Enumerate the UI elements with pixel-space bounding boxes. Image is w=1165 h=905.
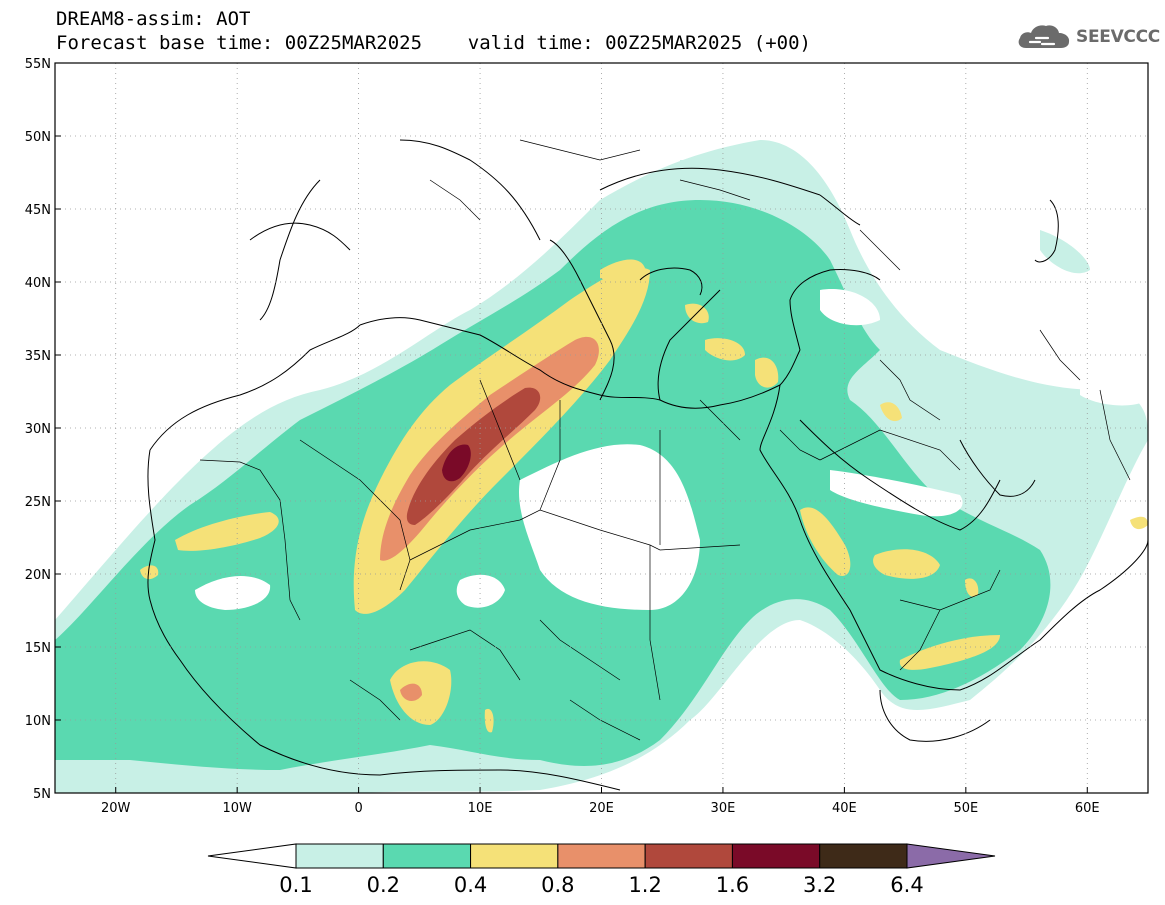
colorbar-segment [644, 843, 733, 869]
lat-tick-label: 45N [25, 203, 51, 218]
logo-text: SEEVCCC [1076, 27, 1160, 47]
colorbar-segment [382, 843, 472, 869]
lat-tick-label: 15N [25, 641, 51, 656]
colorbar: 0.1 0.2 0.4 0.8 1.2 1.6 3.2 6.4 [207, 843, 996, 897]
lon-tick-label: 10E [468, 801, 493, 816]
lat-tick-label: 35N [25, 349, 51, 364]
aot-band-1.2 [406, 387, 541, 525]
lat-tick-label: 10N [25, 714, 51, 729]
lat-tick-label: 50N [25, 130, 51, 145]
colorbar-segment [295, 843, 384, 869]
lon-tick-label: 50E [953, 801, 978, 816]
latitude-ticks: 55N 50N 45N 40N 35N 30N 25N 20N 15N 10N 5N [25, 57, 61, 802]
lat-tick-label: 55N [25, 57, 51, 72]
lat-tick-label: 40N [25, 276, 51, 291]
colorbar-label: 0.4 [454, 873, 487, 897]
colorbar-low-arrow [207, 843, 297, 869]
colorbar-segment [819, 843, 908, 869]
colorbar-label: 0.1 [279, 873, 312, 897]
lon-tick-label: 40E [832, 801, 857, 816]
colorbar-segment [731, 843, 821, 869]
longitude-ticks: 20W 10W 0 10E 20E 30E 40E 50E 60E [101, 787, 1100, 816]
borders [199, 139, 1131, 741]
chart-subtitle: Forecast base time: 00Z25MAR2025 valid t… [56, 32, 811, 54]
seevccc-logo: SEEVCCC [1016, 20, 1160, 54]
lon-tick-label: 30E [711, 801, 736, 816]
lat-tick-label: 25N [25, 495, 51, 510]
lat-tick-label: 5N [33, 787, 51, 802]
colorbar-label: 3.2 [803, 873, 836, 897]
colorbar-segment [470, 843, 559, 869]
colorbar-label: 1.6 [716, 873, 749, 897]
colorbar-label: 1.2 [628, 873, 661, 897]
lon-tick-label: 20W [101, 801, 131, 816]
colorbar-segment [557, 843, 646, 869]
coastlines [147, 139, 1148, 791]
lon-tick-label: 0 [354, 801, 362, 816]
lon-tick-label: 20E [589, 801, 614, 816]
lat-tick-label: 20N [25, 568, 51, 583]
aot-clear-areas [55, 63, 1148, 610]
chart-title: DREAM8-assim: AOT [56, 8, 251, 30]
colorbar-label: 0.2 [367, 873, 400, 897]
colorbar-label: 6.4 [890, 873, 923, 897]
colorbar-high-arrow [906, 843, 996, 869]
lon-tick-label: 10W [222, 801, 252, 816]
aot-band-1.6 [442, 444, 471, 482]
aot-field [55, 63, 1148, 793]
lat-tick-label: 30N [25, 422, 51, 437]
lon-tick-label: 60E [1075, 801, 1100, 816]
colorbar-label: 0.8 [541, 873, 574, 897]
cloud-icon [1018, 25, 1070, 48]
